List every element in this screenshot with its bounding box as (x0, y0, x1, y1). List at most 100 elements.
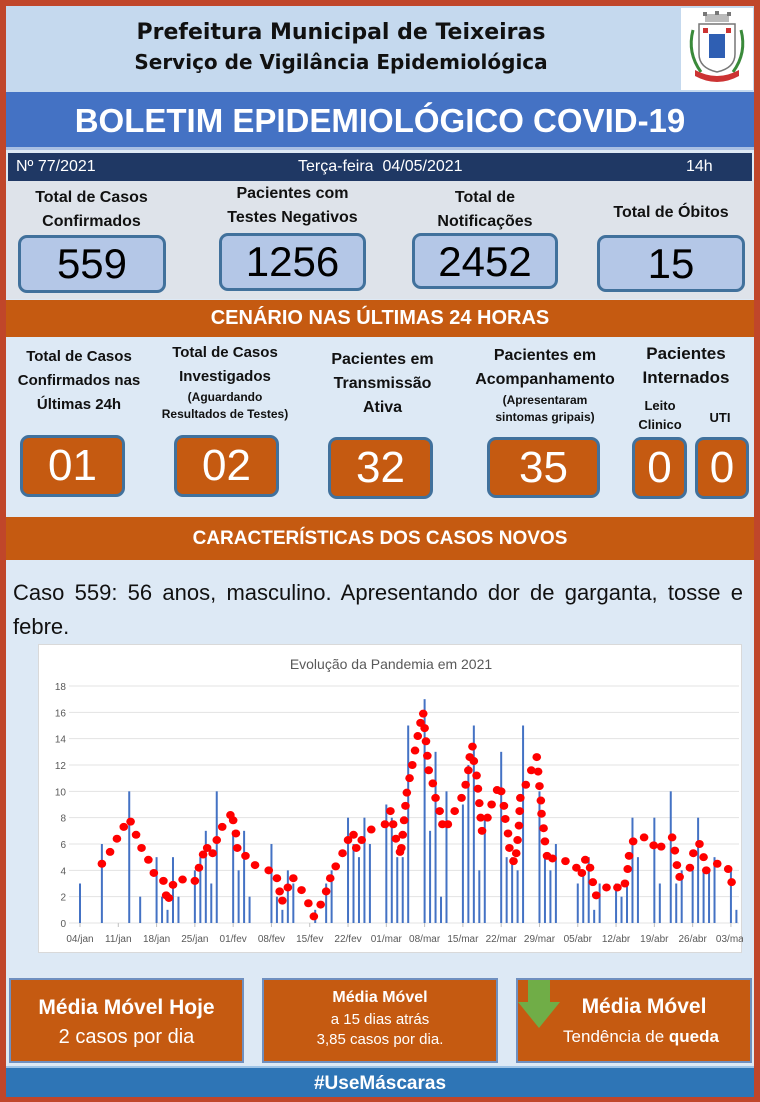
y-tick-label: 6 (60, 840, 66, 851)
moving-average-point (628, 837, 638, 846)
moving-average-point (468, 742, 477, 751)
moving-average-point (505, 843, 514, 852)
bulletin-date: Terça-feira 04/05/2021 (298, 158, 463, 175)
moving-average-point (386, 807, 395, 816)
moving-average-point (278, 896, 287, 905)
pandemic-chart: Evolução da Pandemia em 2021 0 2 4 6 8 10 12 14… (38, 644, 746, 953)
x-tick-label: 08/fev (258, 934, 285, 945)
moving-average-point (178, 875, 187, 884)
daily-cases-bar (636, 857, 639, 923)
moving-average-point (212, 836, 222, 845)
daily-cases-bar (390, 817, 393, 923)
label-line: Total de Casos (172, 344, 278, 361)
moving-average-point (231, 829, 241, 838)
moving-average-point (675, 872, 684, 881)
moving-average-point (477, 826, 487, 835)
moving-average-point (526, 766, 536, 775)
moving-average-point (137, 843, 146, 852)
moving-average-point (232, 843, 242, 852)
last-24h-header: CENÁRIO NAS ÚLTIMAS 24 HORAS (6, 300, 754, 337)
moving-average-point (309, 912, 319, 921)
daily-cases-bar (139, 896, 142, 923)
daily-cases-bar (423, 699, 426, 923)
label-line: Transmissão (333, 375, 432, 392)
moving-average-point (613, 883, 622, 892)
moving-average-point (487, 800, 496, 809)
daily-cases-bar (554, 844, 557, 923)
moving-average-point (405, 774, 414, 783)
label-note: sintomas gripais) (495, 410, 595, 424)
moving-average-point (585, 863, 595, 872)
label-line: Pacientes em (331, 351, 434, 368)
daily-cases-bar (79, 883, 81, 923)
moving-average-point (496, 787, 506, 796)
moving-average-point (533, 767, 543, 776)
daily-cases-bar (286, 870, 289, 923)
daily-cases-bar (155, 857, 158, 923)
daily-cases-bar (669, 791, 672, 923)
moving-average-point (264, 866, 274, 875)
moving-average-trend: Média Móvel Tendência de queda (516, 978, 752, 1063)
daily-cases-bar (248, 896, 251, 923)
moving-average-point (144, 855, 153, 864)
daily-cases-bar (713, 857, 716, 923)
moving-average-point (149, 868, 159, 877)
daily-cases-bar (199, 857, 202, 923)
moving-average-point (548, 854, 557, 863)
moving-average-point (190, 876, 200, 885)
daily-cases-bar (166, 909, 169, 923)
daily-cases-bar (401, 857, 404, 923)
label-line: Internados (642, 368, 730, 387)
moving-average-point (620, 879, 630, 888)
daily-cases-bar (161, 896, 164, 923)
daily-cases-bar (620, 896, 623, 923)
daily-cases-bar (429, 830, 432, 923)
daily-cases-bar (511, 857, 514, 923)
trend-text: Tendência de queda (518, 1027, 750, 1047)
moving-average-point (331, 862, 341, 871)
daily-cases-bar (500, 751, 503, 923)
x-tick-label: 04/jan (66, 934, 93, 945)
daily-cases-bar (467, 765, 470, 923)
daily-cases-bar (516, 870, 519, 923)
moving-average-point (159, 876, 168, 885)
moving-average-point (304, 899, 313, 908)
daily-cases-bar (697, 817, 700, 923)
moving-average-point (572, 863, 581, 872)
label-line: Total de Casos (35, 189, 148, 206)
trend-title: Média Móvel (581, 995, 707, 1018)
moving-average-point (443, 820, 453, 829)
icu-label: UTI (709, 410, 731, 425)
moving-average-point (723, 865, 733, 874)
moving-average-15-value: 3,85 casos por dia. (316, 1031, 444, 1048)
moving-average-point (475, 799, 484, 808)
bulletin-number: Nº 77/2021 (16, 158, 96, 175)
label-line: Acompanhamento (475, 371, 615, 388)
daily-cases-bar (434, 751, 437, 923)
daily-cases-bar (368, 844, 371, 923)
moving-average-point (521, 780, 531, 789)
moving-average-point (391, 834, 401, 843)
x-tick-label: 22/fev (334, 934, 361, 945)
x-tick-label: 05/abr (564, 934, 593, 945)
daily-cases-bar (587, 857, 590, 923)
moving-average-point (228, 816, 238, 825)
new-cases-header: CARACTERÍSTICAS DOS CASOS NOVOS (6, 517, 754, 560)
daily-cases-bar (325, 883, 328, 923)
moving-average-point (168, 880, 178, 889)
x-tick-label: 25/jan (181, 934, 208, 945)
deaths-label: Total de Óbitos (613, 204, 729, 221)
moving-average-point (351, 843, 361, 852)
moving-average-point (699, 853, 708, 862)
total-cases-label: Total de Casos Confirmados (18, 186, 165, 234)
x-tick-label: 01/fev (220, 934, 247, 945)
moving-average-point (539, 824, 548, 833)
moving-average-point (580, 855, 590, 864)
label-line: Testes Negativos (227, 209, 358, 226)
label-line: Investigados (179, 368, 271, 385)
confirmed-24h-label: Total de Casos Confirmados nas Últimas 24h (6, 345, 152, 417)
x-tick-label: 01/mar (371, 934, 403, 945)
moving-average-point (217, 822, 227, 831)
moving-average-point (702, 866, 711, 875)
moving-average-point (450, 807, 459, 816)
